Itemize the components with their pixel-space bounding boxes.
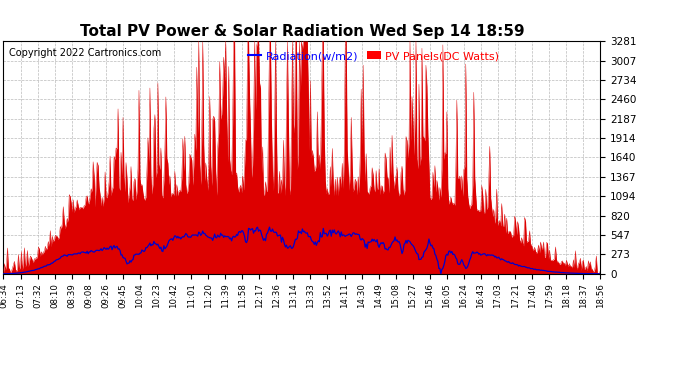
Title: Total PV Power & Solar Radiation Wed Sep 14 18:59: Total PV Power & Solar Radiation Wed Sep… bbox=[79, 24, 524, 39]
Text: Copyright 2022 Cartronics.com: Copyright 2022 Cartronics.com bbox=[10, 48, 161, 58]
Legend: Radiation(w/m2), PV Panels(DC Watts): Radiation(w/m2), PV Panels(DC Watts) bbox=[244, 47, 504, 66]
